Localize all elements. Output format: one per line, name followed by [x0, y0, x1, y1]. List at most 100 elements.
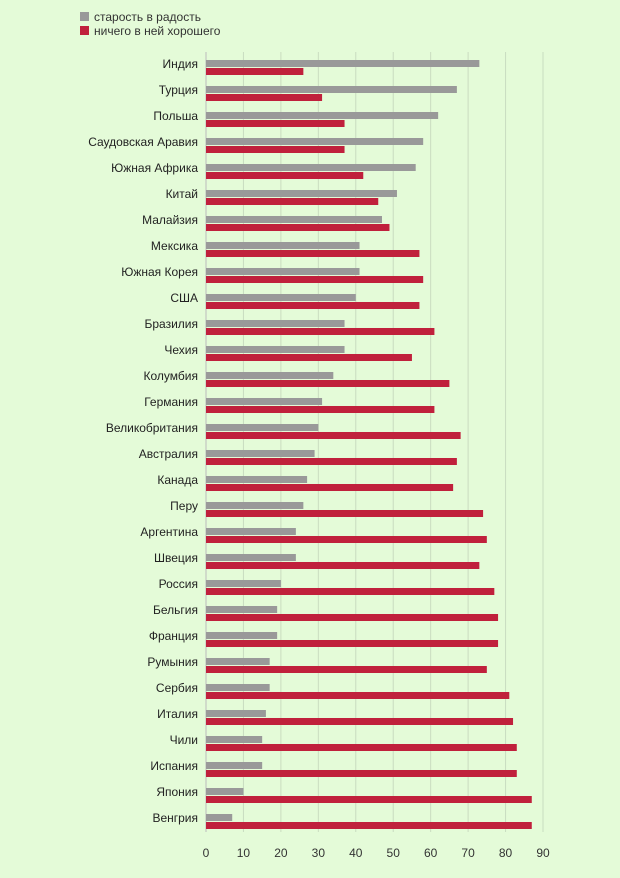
category-label: Южная Корея: [121, 265, 198, 279]
bar-red: [206, 250, 420, 257]
legend-label-gray: старость в радость: [94, 10, 201, 24]
bar-red: [206, 640, 499, 647]
x-tick-label: 20: [274, 846, 288, 860]
bar-gray: [206, 710, 266, 717]
bar-red: [206, 224, 390, 231]
bar-red: [206, 94, 323, 101]
category-label: Франция: [149, 629, 198, 643]
bar-gray: [206, 580, 281, 587]
bar-gray: [206, 216, 382, 223]
bar-gray: [206, 528, 296, 535]
bar-red: [206, 796, 532, 803]
bar-red: [206, 172, 364, 179]
bar-red: [206, 68, 304, 75]
category-label: Швеция: [154, 551, 198, 565]
bar-red: [206, 328, 435, 335]
category-label: Аргентина: [140, 525, 198, 539]
bar-red: [206, 146, 345, 153]
category-label: Италия: [157, 707, 198, 721]
gridlines: [205, 52, 544, 832]
category-label: Венгрия: [152, 811, 198, 825]
bar-red: [206, 718, 514, 725]
category-label: Сербия: [156, 681, 198, 695]
bar-gray: [206, 762, 263, 769]
bar-red: [206, 458, 457, 465]
bar-gray: [206, 554, 296, 561]
category-label: Великобритания: [106, 421, 198, 435]
bar-gray: [206, 268, 360, 275]
category-label: Япония: [156, 785, 198, 799]
bar-red: [206, 822, 532, 829]
category-label: Южная Африка: [111, 161, 198, 175]
category-label: Индия: [163, 57, 198, 71]
bar-red: [206, 666, 487, 673]
legend-label-red: ничего в ней хорошего: [94, 24, 221, 38]
legend-swatch-red: [80, 26, 89, 35]
bar-red: [206, 406, 435, 413]
category-labels: Индия Турция Польша Саудовская Аравия Южная …: [88, 57, 198, 825]
legend: старость в радость ничего в ней хорошего: [80, 10, 221, 38]
bar-gray: [206, 398, 323, 405]
category-label: Австралия: [139, 447, 198, 461]
bar-red: [206, 614, 499, 621]
bar-gray: [206, 632, 278, 639]
x-tick-label: 10: [237, 846, 251, 860]
x-tick-label: 60: [424, 846, 438, 860]
category-label: Чехия: [164, 343, 198, 357]
x-tick-label: 30: [312, 846, 326, 860]
bar-red: [206, 744, 517, 751]
bar-gray: [206, 112, 439, 119]
bar-gray: [206, 788, 244, 795]
category-label: Бразилия: [145, 317, 199, 331]
bar-gray: [206, 60, 480, 67]
category-label: Колумбия: [144, 369, 198, 383]
bar-gray: [206, 294, 356, 301]
category-label: Румыния: [147, 655, 198, 669]
bar-red: [206, 562, 480, 569]
bar-red: [206, 510, 484, 517]
x-tick-label: 70: [461, 846, 475, 860]
bar-red: [206, 302, 420, 309]
category-label: Чили: [170, 733, 198, 747]
bar-gray: [206, 450, 315, 457]
bar-gray: [206, 606, 278, 613]
bar-red: [206, 120, 345, 127]
bar-gray: [206, 372, 334, 379]
bar-gray: [206, 502, 304, 509]
bar-gray: [206, 242, 360, 249]
bar-gray: [206, 138, 424, 145]
category-label: Перу: [170, 499, 198, 513]
bar-red: [206, 380, 450, 387]
bar-gray: [206, 658, 270, 665]
bar-red: [206, 198, 379, 205]
bar-gray: [206, 164, 416, 171]
category-label: Мексика: [151, 239, 198, 253]
bar-gray: [206, 814, 233, 821]
category-label: Россия: [159, 577, 198, 591]
x-tick-label: 0: [203, 846, 210, 860]
x-tick-label: 50: [387, 846, 401, 860]
bar-gray: [206, 476, 308, 483]
category-label: США: [170, 291, 198, 305]
category-label: Испания: [150, 759, 198, 773]
bar-red: [206, 770, 517, 777]
bar-gray: [206, 320, 345, 327]
category-label: Турция: [159, 83, 198, 97]
x-axis-ticks: 0 10 20 30 40 50 60 70 80 90: [203, 846, 550, 860]
bar-gray: [206, 86, 457, 93]
category-label: Канада: [157, 473, 198, 487]
category-label: Малайзия: [142, 213, 198, 227]
bar-red: [206, 432, 461, 439]
bar-red: [206, 484, 454, 491]
category-label: Саудовская Аравия: [88, 135, 198, 149]
category-label: Германия: [144, 395, 198, 409]
legend-swatch-gray: [80, 12, 89, 21]
x-tick-label: 80: [499, 846, 513, 860]
bar-gray: [206, 684, 270, 691]
bar-red: [206, 276, 424, 283]
bar-gray: [206, 736, 263, 743]
bar-red: [206, 536, 487, 543]
category-label: Бельгия: [153, 603, 198, 617]
bars: [206, 60, 532, 829]
